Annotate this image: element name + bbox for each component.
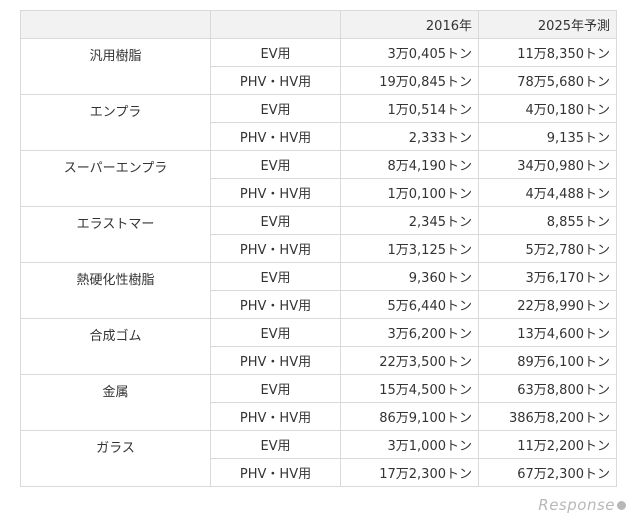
value-2016: 17万2,300トン — [340, 458, 479, 487]
table-row: PHV・HV用 86万9,100トン 386万8,200トン — [21, 402, 617, 431]
value-2025-forecast: 4万0,180トン — [478, 94, 617, 123]
value-2016: 8万4,190トン — [340, 150, 479, 179]
value-2025-forecast: 9,135トン — [478, 122, 617, 151]
table-row: 合成ゴム EV用 3万6,200トン 13万4,600トン — [20, 318, 617, 375]
table-row: PHV・HV用 1万0,100トン 4万4,488トン — [21, 178, 617, 207]
table-row: 金属 EV用 15万4,500トン 63万8,800トン — [20, 374, 617, 431]
material-name: 汎用樹脂 — [20, 38, 211, 95]
value-2016: 9,360トン — [340, 262, 479, 291]
usage-type: EV用 — [210, 374, 341, 403]
value-2016: 19万0,845トン — [340, 66, 479, 95]
usage-type: PHV・HV用 — [210, 122, 341, 151]
value-2016: 15万4,500トン — [340, 374, 479, 403]
watermark-text: Response — [538, 496, 615, 514]
value-2025-forecast: 34万0,980トン — [478, 150, 617, 179]
usage-type: EV用 — [210, 262, 341, 291]
material-name: 金属 — [20, 374, 211, 431]
usage-type: EV用 — [210, 38, 341, 67]
value-2025-forecast: 11万8,350トン — [478, 38, 617, 67]
watermark-dot-icon — [617, 501, 626, 510]
response-watermark: Response — [538, 496, 626, 514]
data-table-container: 2016年 2025年予測 汎用樹脂 EV用 3万0,405トン 11万8,350トン… — [20, 10, 617, 487]
table-row: エンプラ EV用 1万0,514トン 4万0,180トン — [20, 94, 617, 151]
header-row: 2016年 2025年予測 — [20, 10, 617, 39]
table-row: PHV・HV用 5万6,440トン 22万8,990トン — [21, 290, 617, 319]
material-name: 熱硬化性樹脂 — [20, 262, 211, 319]
value-2016: 1万0,514トン — [340, 94, 479, 123]
material-name: 合成ゴム — [20, 318, 211, 375]
value-2025-forecast: 13万4,600トン — [478, 318, 617, 347]
table-row: PHV・HV用 1万3,125トン 5万2,780トン — [21, 234, 617, 263]
table-row: スーパーエンプラ EV用 8万4,190トン 34万0,980トン — [20, 150, 617, 207]
value-2025-forecast: 386万8,200トン — [478, 402, 617, 431]
value-2025-forecast: 89万6,100トン — [478, 346, 617, 375]
value-2016: 5万6,440トン — [340, 290, 479, 319]
value-2025-forecast: 63万8,800トン — [478, 374, 617, 403]
value-2016: 1万3,125トン — [340, 234, 479, 263]
value-2025-forecast: 4万4,488トン — [478, 178, 617, 207]
table-row: 汎用樹脂 EV用 3万0,405トン 11万8,350トン — [20, 38, 617, 95]
header-2025-forecast: 2025年予測 — [478, 10, 617, 39]
material-name: ガラス — [20, 430, 211, 487]
header-blank-material — [20, 10, 211, 39]
materials-table: 2016年 2025年予測 汎用樹脂 EV用 3万0,405トン 11万8,350トン… — [20, 10, 617, 487]
table-row: PHV・HV用 19万0,845トン 78万5,680トン — [21, 66, 617, 95]
material-name: スーパーエンプラ — [20, 150, 211, 207]
value-2016: 22万3,500トン — [340, 346, 479, 375]
value-2025-forecast: 8,855トン — [478, 206, 617, 235]
material-name: エラストマー — [20, 206, 211, 263]
usage-type: EV用 — [210, 206, 341, 235]
value-2025-forecast: 5万2,780トン — [478, 234, 617, 263]
header-2016: 2016年 — [340, 10, 479, 39]
usage-type: PHV・HV用 — [210, 290, 341, 319]
usage-type: EV用 — [210, 150, 341, 179]
value-2016: 86万9,100トン — [340, 402, 479, 431]
table-row: PHV・HV用 17万2,300トン 67万2,300トン — [21, 458, 617, 487]
table-body: 汎用樹脂 EV用 3万0,405トン 11万8,350トン PHV・HV用 19万0,84… — [20, 38, 617, 487]
usage-type: PHV・HV用 — [210, 402, 341, 431]
value-2016: 3万1,000トン — [340, 430, 479, 459]
value-2025-forecast: 78万5,680トン — [478, 66, 617, 95]
value-2025-forecast: 22万8,990トン — [478, 290, 617, 319]
value-2016: 2,345トン — [340, 206, 479, 235]
usage-type: PHV・HV用 — [210, 178, 341, 207]
material-name: エンプラ — [20, 94, 211, 151]
table-row: PHV・HV用 22万3,500トン 89万6,100トン — [21, 346, 617, 375]
usage-type: PHV・HV用 — [210, 66, 341, 95]
header-blank-usage — [210, 10, 341, 39]
table-row: ガラス EV用 3万1,000トン 11万2,200トン — [20, 430, 617, 487]
table-row: 熱硬化性樹脂 EV用 9,360トン 3万6,170トン — [20, 262, 617, 319]
usage-type: PHV・HV用 — [210, 458, 341, 487]
table-row: エラストマー EV用 2,345トン 8,855トン — [20, 206, 617, 263]
usage-type: EV用 — [210, 94, 341, 123]
value-2025-forecast: 67万2,300トン — [478, 458, 617, 487]
table-row: PHV・HV用 2,333トン 9,135トン — [21, 122, 617, 151]
value-2016: 2,333トン — [340, 122, 479, 151]
usage-type: EV用 — [210, 430, 341, 459]
value-2025-forecast: 11万2,200トン — [478, 430, 617, 459]
usage-type: PHV・HV用 — [210, 234, 341, 263]
value-2016: 3万0,405トン — [340, 38, 479, 67]
usage-type: PHV・HV用 — [210, 346, 341, 375]
value-2016: 1万0,100トン — [340, 178, 479, 207]
value-2016: 3万6,200トン — [340, 318, 479, 347]
usage-type: EV用 — [210, 318, 341, 347]
value-2025-forecast: 3万6,170トン — [478, 262, 617, 291]
